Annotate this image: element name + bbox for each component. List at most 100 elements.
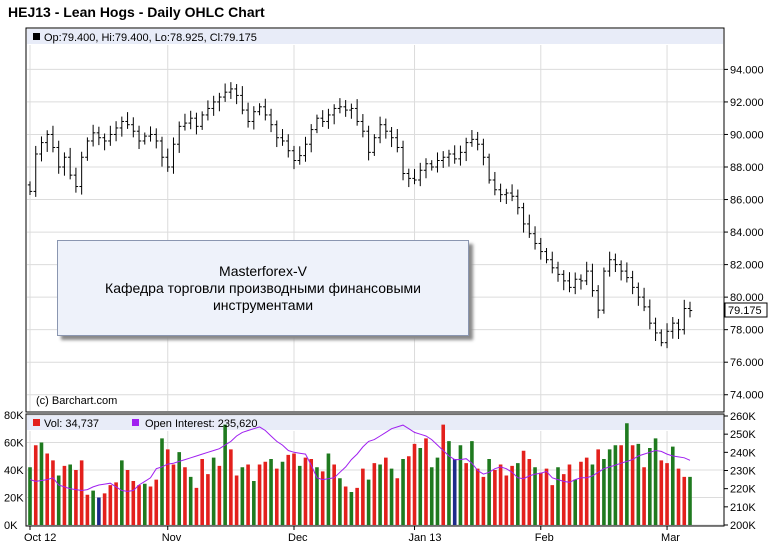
ohlc-bar (194, 112, 199, 135)
ohlc-bar (234, 84, 239, 105)
price-tick-label: 76.000 (730, 357, 764, 369)
ohlc-bar (349, 103, 354, 119)
volume-bar (602, 459, 606, 525)
price-tick-label: 92.000 (730, 97, 764, 109)
ohlc-bar (504, 188, 509, 204)
oi-tick-label: 240K (730, 447, 756, 459)
volume-bar (521, 450, 526, 525)
ohlc-bar (240, 86, 245, 115)
ohlc-bar (222, 83, 228, 102)
volume-bar (263, 461, 268, 525)
ohlc-bar (653, 317, 658, 341)
volume-bar (33, 445, 38, 525)
volume-bar (561, 474, 566, 525)
volume-bar (39, 442, 44, 525)
volume-bar (550, 485, 555, 525)
volume-bar (315, 467, 319, 525)
ohlc-bar (182, 113, 188, 131)
volume-bar (481, 476, 486, 525)
ohlc-bar (309, 124, 314, 153)
volume-bar (676, 468, 681, 525)
volume-bar (389, 468, 394, 525)
volume-bar (401, 459, 405, 525)
volume-bar (573, 479, 578, 525)
oi-tick-label: 200K (730, 520, 756, 532)
volume-tick-label: 20K (4, 493, 24, 505)
price-legend-swatch (33, 33, 40, 40)
ohlc-bar (268, 108, 274, 133)
volume-bar (102, 493, 107, 525)
x-axis: Oct 12 Nov Dec Jan 13 Feb Mar (24, 526, 680, 544)
ohlc-bar (544, 248, 549, 264)
chart-title: HEJ13 - Lean Hogs - Daily OHLC Chart (8, 4, 265, 20)
volume-bar (510, 465, 514, 525)
ohlc-bar (475, 131, 480, 151)
ohlc-bar (113, 121, 119, 142)
volume-bar (177, 452, 182, 525)
ohlc-bar (62, 152, 67, 176)
volume-bar (246, 464, 250, 525)
ohlc-bar (39, 136, 44, 162)
volume-bar (51, 460, 55, 525)
volume-bar (584, 457, 589, 525)
open-interest-axis: 200K 210K 220K 230K 240K 250K 260K (724, 411, 756, 532)
ohlc-bar (360, 114, 366, 138)
price-tick-label: 78.000 (730, 325, 764, 337)
volume-bar (579, 461, 583, 525)
price-tick-label: 80.000 (730, 292, 764, 304)
volume-bar (343, 486, 348, 525)
ohlc-bar (45, 130, 50, 152)
ohlc-bar (509, 184, 515, 202)
volume-bar (297, 465, 302, 525)
ohlc-bar (377, 116, 383, 144)
ohlc-bar (498, 183, 503, 203)
price-tick-label: 94.000 (730, 64, 764, 76)
volume-tick-label: 80K (4, 410, 24, 422)
ohlc-bar (320, 110, 325, 127)
ohlc-bar (136, 125, 142, 150)
price-panel (25, 27, 725, 413)
volume-bar (630, 445, 635, 525)
ohlc-bar (85, 137, 90, 161)
ohlc-bar (682, 299, 687, 335)
ohlc-bar (446, 149, 452, 167)
volume-bar (653, 438, 658, 525)
volume-bar (418, 448, 423, 525)
volume-bar (533, 467, 537, 525)
ohlc-bar (326, 108, 331, 129)
volume-bar (361, 468, 365, 525)
volume-bars (28, 423, 692, 525)
ohlc-bar (452, 145, 457, 164)
x-tick-label: Feb (535, 532, 554, 544)
last-price-box (724, 302, 768, 318)
ohlc-bar (257, 103, 262, 116)
ohlc-bar (423, 158, 429, 179)
volume-bar (682, 476, 687, 525)
ohlc-bar (527, 214, 532, 238)
volume-bar (188, 476, 193, 525)
ohlc-bar (205, 100, 211, 121)
ohlc-bar (119, 116, 125, 137)
volume-bar (447, 441, 451, 525)
volume-bar (636, 443, 641, 525)
volume-bar (154, 479, 159, 525)
ohlc-bar (171, 137, 176, 174)
volume-bar (257, 464, 262, 525)
volume-bar (538, 472, 543, 525)
volume-bar (613, 445, 618, 525)
ohlc-bar (33, 145, 38, 197)
ohlc-bar (521, 202, 526, 233)
volume-bar (349, 492, 354, 525)
price-tick-label: 86.000 (730, 195, 764, 207)
ohlc-bar (125, 112, 130, 129)
volume-bar (475, 468, 480, 525)
ohlc-bar (383, 118, 389, 139)
x-tick-label: Nov (162, 532, 182, 544)
ohlc-bar (567, 272, 572, 293)
volume-bar (183, 467, 187, 525)
ohlc-bar (96, 126, 102, 146)
volume-bar (596, 449, 600, 525)
price-tick-label: 82.000 (730, 260, 764, 272)
price-bars (27, 82, 693, 349)
oi-tick-label: 210K (730, 502, 756, 514)
